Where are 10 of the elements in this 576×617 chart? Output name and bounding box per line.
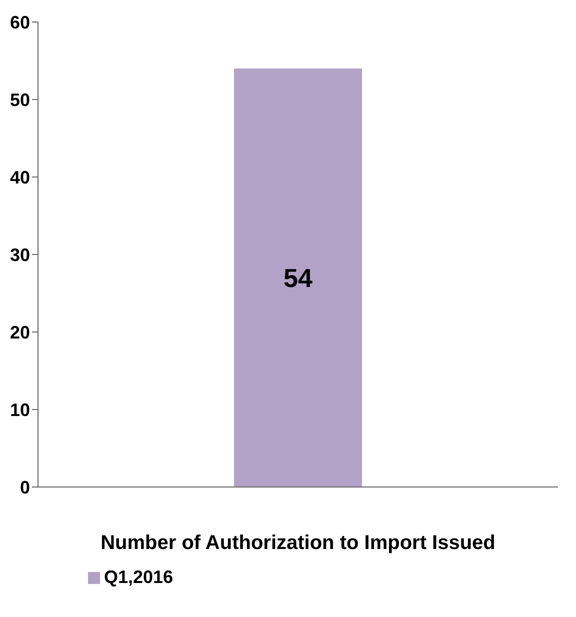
legend-label: Q1,2016 [104, 567, 174, 587]
y-tick-label: 0 [20, 477, 30, 498]
y-tick-label: 10 [10, 400, 30, 420]
y-tick-label: 50 [10, 90, 30, 110]
x-tick-label: Number of Authorization to Import Issued [100, 532, 496, 554]
y-tick-label: 40 [10, 167, 30, 188]
y-tick-label: 60 [10, 12, 30, 32]
data-label: 54 [284, 262, 313, 293]
y-tick-label: 20 [10, 322, 30, 342]
y-tick-label: 30 [10, 244, 30, 265]
